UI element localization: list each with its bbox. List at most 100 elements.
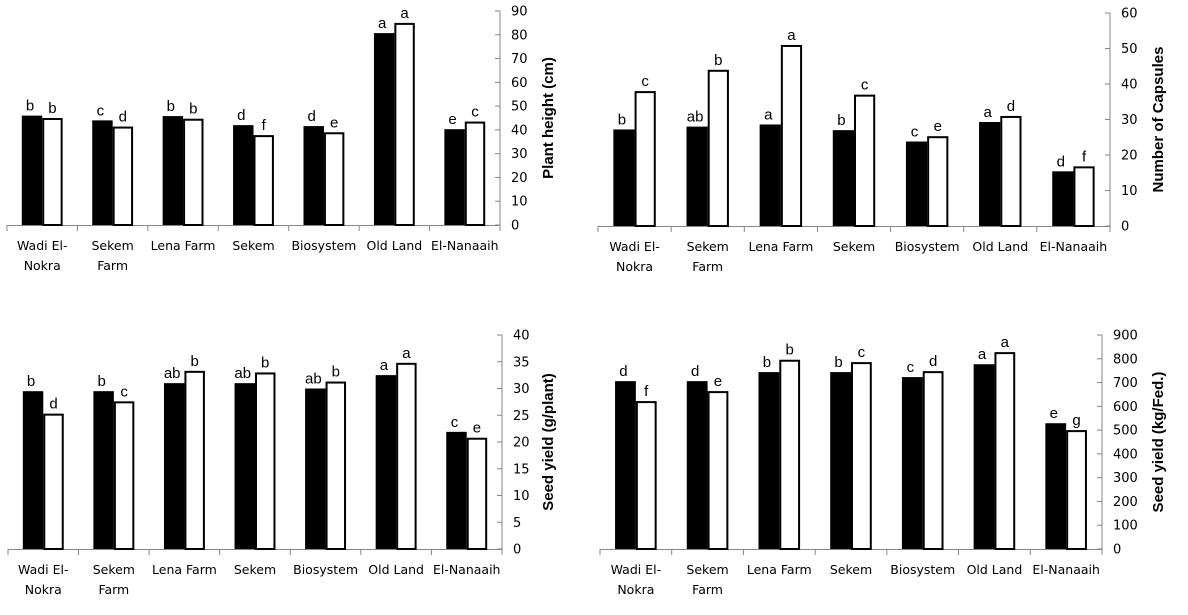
- significance-letter: d: [49, 396, 57, 413]
- significance-letter: f: [644, 383, 649, 400]
- y-tick-label: 0: [511, 219, 519, 234]
- x-tick-label: Sekem: [686, 562, 728, 577]
- significance-letter: a: [984, 104, 993, 121]
- significance-letter: c: [858, 344, 866, 361]
- bar-season1: [830, 372, 851, 549]
- significance-letter: a: [764, 106, 773, 123]
- significance-letter: b: [714, 52, 722, 69]
- y-tick-label: 25: [513, 409, 530, 424]
- y-tick-label: 400: [1113, 447, 1138, 462]
- y-tick-label: 20: [1121, 149, 1138, 164]
- significance-letter: b: [261, 354, 269, 371]
- significance-letter: ab: [305, 371, 322, 388]
- y-axis-title: Plant height (cm): [540, 57, 557, 179]
- x-tick-label: Wadi El-: [611, 562, 661, 577]
- significance-letter: b: [27, 373, 35, 390]
- bar-season1: [373, 33, 395, 225]
- significance-letter: c: [97, 102, 105, 119]
- y-tick-label: 50: [1121, 42, 1138, 57]
- x-tick-label: Sekem: [234, 562, 276, 577]
- significance-letter: b: [26, 98, 34, 115]
- significance-letter: c: [451, 414, 459, 431]
- significance-letter: b: [190, 353, 198, 370]
- significance-letter: e: [330, 114, 338, 131]
- significance-letter: d: [308, 108, 316, 125]
- bar-season1: [758, 372, 780, 549]
- y-tick-label: 0: [1113, 543, 1121, 558]
- bar-season2: [394, 22, 415, 227]
- significance-letter: e: [934, 118, 942, 135]
- significance-letter: b: [763, 354, 771, 371]
- x-tick-label: Farm: [98, 582, 129, 597]
- bar-season2: [854, 94, 876, 228]
- bar-season1: [832, 130, 854, 226]
- bar-season2: [779, 359, 801, 550]
- bar-season2: [43, 413, 64, 550]
- significance-letter: e: [448, 111, 456, 128]
- significance-letter: g: [1072, 412, 1080, 429]
- x-tick-label: Sekem: [232, 238, 274, 253]
- significance-letter: f: [1082, 148, 1087, 165]
- y-tick-label: 100: [1113, 519, 1138, 534]
- y-tick-label: 40: [511, 123, 528, 138]
- y-tick-label: 40: [513, 329, 530, 344]
- significance-letter: a: [787, 27, 796, 44]
- bar-season1: [444, 129, 465, 225]
- significance-letter: b: [97, 373, 105, 390]
- x-tick-label: Lena Farm: [152, 562, 217, 577]
- y-tick-label: 90: [511, 5, 528, 20]
- bar-season2: [635, 401, 657, 551]
- significance-letter: a: [1001, 334, 1010, 351]
- bar-season2: [1066, 430, 1087, 550]
- bar-season2: [1000, 115, 1022, 227]
- y-tick-label: 50: [511, 100, 528, 115]
- x-tick-label: El-Nanaaih: [433, 562, 501, 577]
- x-tick-label: El-Nanaaih: [1032, 562, 1100, 577]
- significance-letter: b: [618, 111, 626, 128]
- y-tick-label: 5: [513, 516, 521, 531]
- y-tick-label: 200: [1113, 495, 1138, 510]
- x-tick-label: Farm: [97, 258, 128, 273]
- x-tick-label: Lena Farm: [151, 238, 216, 253]
- y-tick-label: 10: [513, 489, 530, 504]
- x-tick-label: Sekem: [91, 238, 133, 253]
- bar-season1: [162, 116, 184, 225]
- bar-season1: [1052, 171, 1074, 226]
- significance-letter: ab: [687, 109, 704, 126]
- x-tick-label: Sekem: [93, 562, 135, 577]
- significance-letter: d: [237, 107, 245, 124]
- x-tick-label: Sekem: [687, 239, 729, 254]
- y-tick-label: 300: [1113, 471, 1138, 486]
- significance-letter: b: [189, 101, 197, 118]
- bar-season2: [253, 135, 274, 226]
- y-tick-label: 60: [1121, 7, 1138, 22]
- significance-letter: a: [378, 15, 387, 32]
- bar-season2: [112, 126, 134, 226]
- y-axis-title: Seed yield (g/plant): [540, 373, 557, 511]
- x-tick-label: Old Land: [972, 239, 1028, 254]
- bar-season1: [92, 120, 113, 225]
- y-tick-label: 0: [513, 543, 521, 558]
- significance-letter: c: [641, 73, 649, 90]
- bar-season1: [93, 391, 114, 549]
- x-tick-label: Biosystem: [890, 562, 955, 577]
- significance-letter: a: [400, 5, 409, 22]
- bar-season1: [21, 115, 43, 225]
- significance-letter: b: [48, 100, 56, 117]
- x-tick-label: El-Nanaaih: [431, 238, 499, 253]
- significance-letter: b: [167, 98, 175, 115]
- x-tick-label: Sekem: [833, 239, 875, 254]
- bar-season2: [1073, 166, 1095, 227]
- significance-letter: e: [714, 373, 722, 390]
- y-tick-label: 70: [511, 52, 528, 67]
- bar-season1: [759, 124, 781, 226]
- bar-season2: [323, 132, 345, 226]
- significance-letter: b: [834, 354, 842, 371]
- significance-letter: a: [978, 346, 987, 363]
- x-tick-label: Nokra: [25, 582, 62, 597]
- significance-letter: a: [380, 357, 389, 374]
